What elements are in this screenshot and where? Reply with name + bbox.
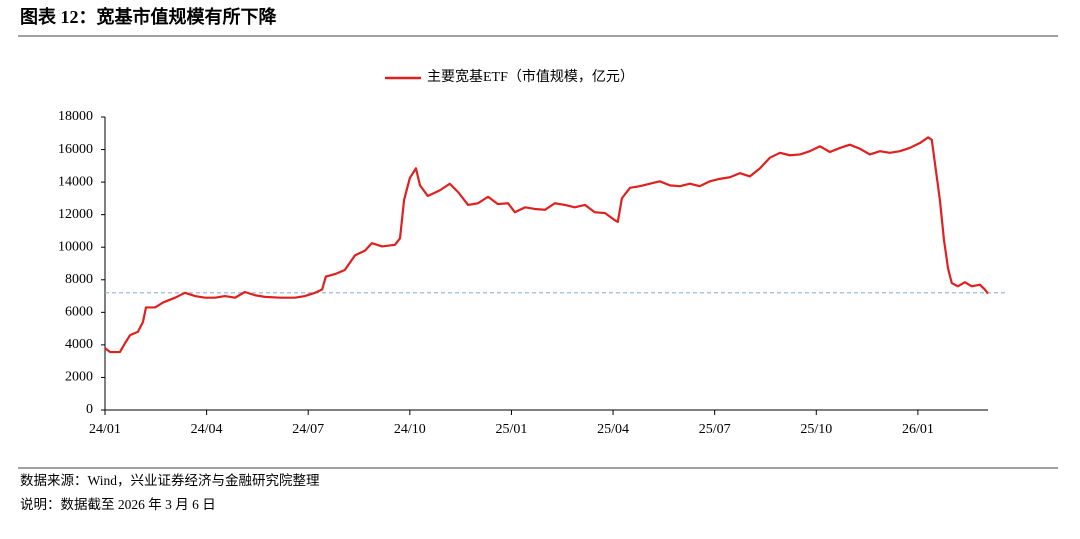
x-tick-label: 25/07 [699, 422, 731, 437]
source-note: 数据来源：Wind，兴业证券经济与金融研究院整理 [20, 473, 320, 488]
y-tick-label: 14000 [58, 174, 93, 189]
y-tick-label: 0 [86, 402, 93, 417]
date-note: 说明：数据截至 2026 年 3 月 6 日 [20, 497, 216, 512]
y-tick-label: 10000 [58, 239, 93, 254]
x-tick-label: 25/04 [597, 422, 629, 437]
y-tick-label: 18000 [58, 109, 93, 124]
y-tick-label: 4000 [65, 337, 93, 352]
x-tick-label: 24/01 [89, 422, 121, 437]
x-tick-label: 25/01 [495, 422, 527, 437]
x-tick-label: 24/10 [394, 422, 426, 437]
y-tick-label: 2000 [65, 370, 93, 385]
x-tick-label: 24/04 [191, 422, 223, 437]
page-title: 图表 12：宽基市值规模有所下降 [20, 6, 277, 27]
y-tick-label: 8000 [65, 272, 93, 287]
y-tick-label: 6000 [65, 305, 93, 320]
x-tick-label: 25/10 [800, 422, 832, 437]
y-tick-label: 16000 [58, 142, 93, 157]
data-line [104, 136, 989, 354]
x-tick-label: 26/01 [902, 422, 934, 437]
x-tick-label: 24/07 [292, 422, 324, 437]
legend-label: 主要宽基ETF（市值规模，亿元） [427, 68, 634, 85]
y-tick-label: 12000 [58, 207, 93, 222]
